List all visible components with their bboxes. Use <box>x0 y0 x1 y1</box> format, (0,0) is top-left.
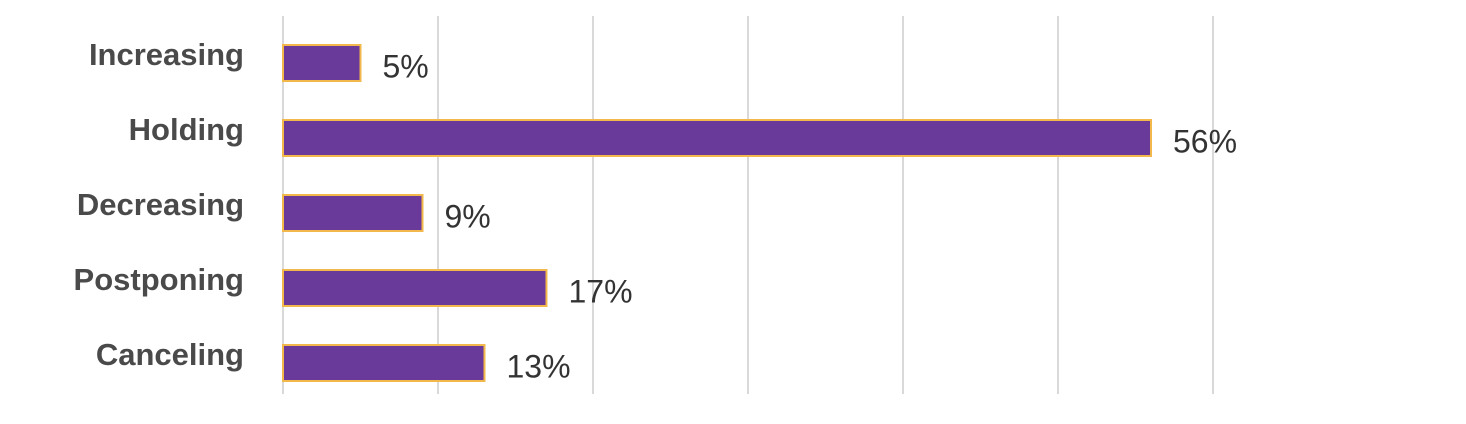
data-label: 5% <box>383 48 429 84</box>
data-label: 17% <box>569 273 633 309</box>
category-label: Increasing <box>89 37 244 72</box>
category-label: Postponing <box>74 262 244 297</box>
data-label: 13% <box>507 348 571 384</box>
bar-canceling <box>282 344 486 382</box>
category-label: Decreasing <box>77 187 244 222</box>
bar-increasing <box>282 44 362 82</box>
gridlines <box>282 16 1214 394</box>
labels: Increasing 5% Holding 56% Decreasing 9% Postpo… <box>74 37 1238 384</box>
category-label: Canceling <box>96 337 244 372</box>
data-label: 9% <box>445 198 491 234</box>
category-label: Holding <box>129 112 244 147</box>
data-label: 56% <box>1173 123 1237 159</box>
bar-decreasing <box>282 194 424 232</box>
bar-holding <box>282 119 1152 157</box>
bar-postponing <box>282 269 548 307</box>
bars <box>282 44 1152 382</box>
